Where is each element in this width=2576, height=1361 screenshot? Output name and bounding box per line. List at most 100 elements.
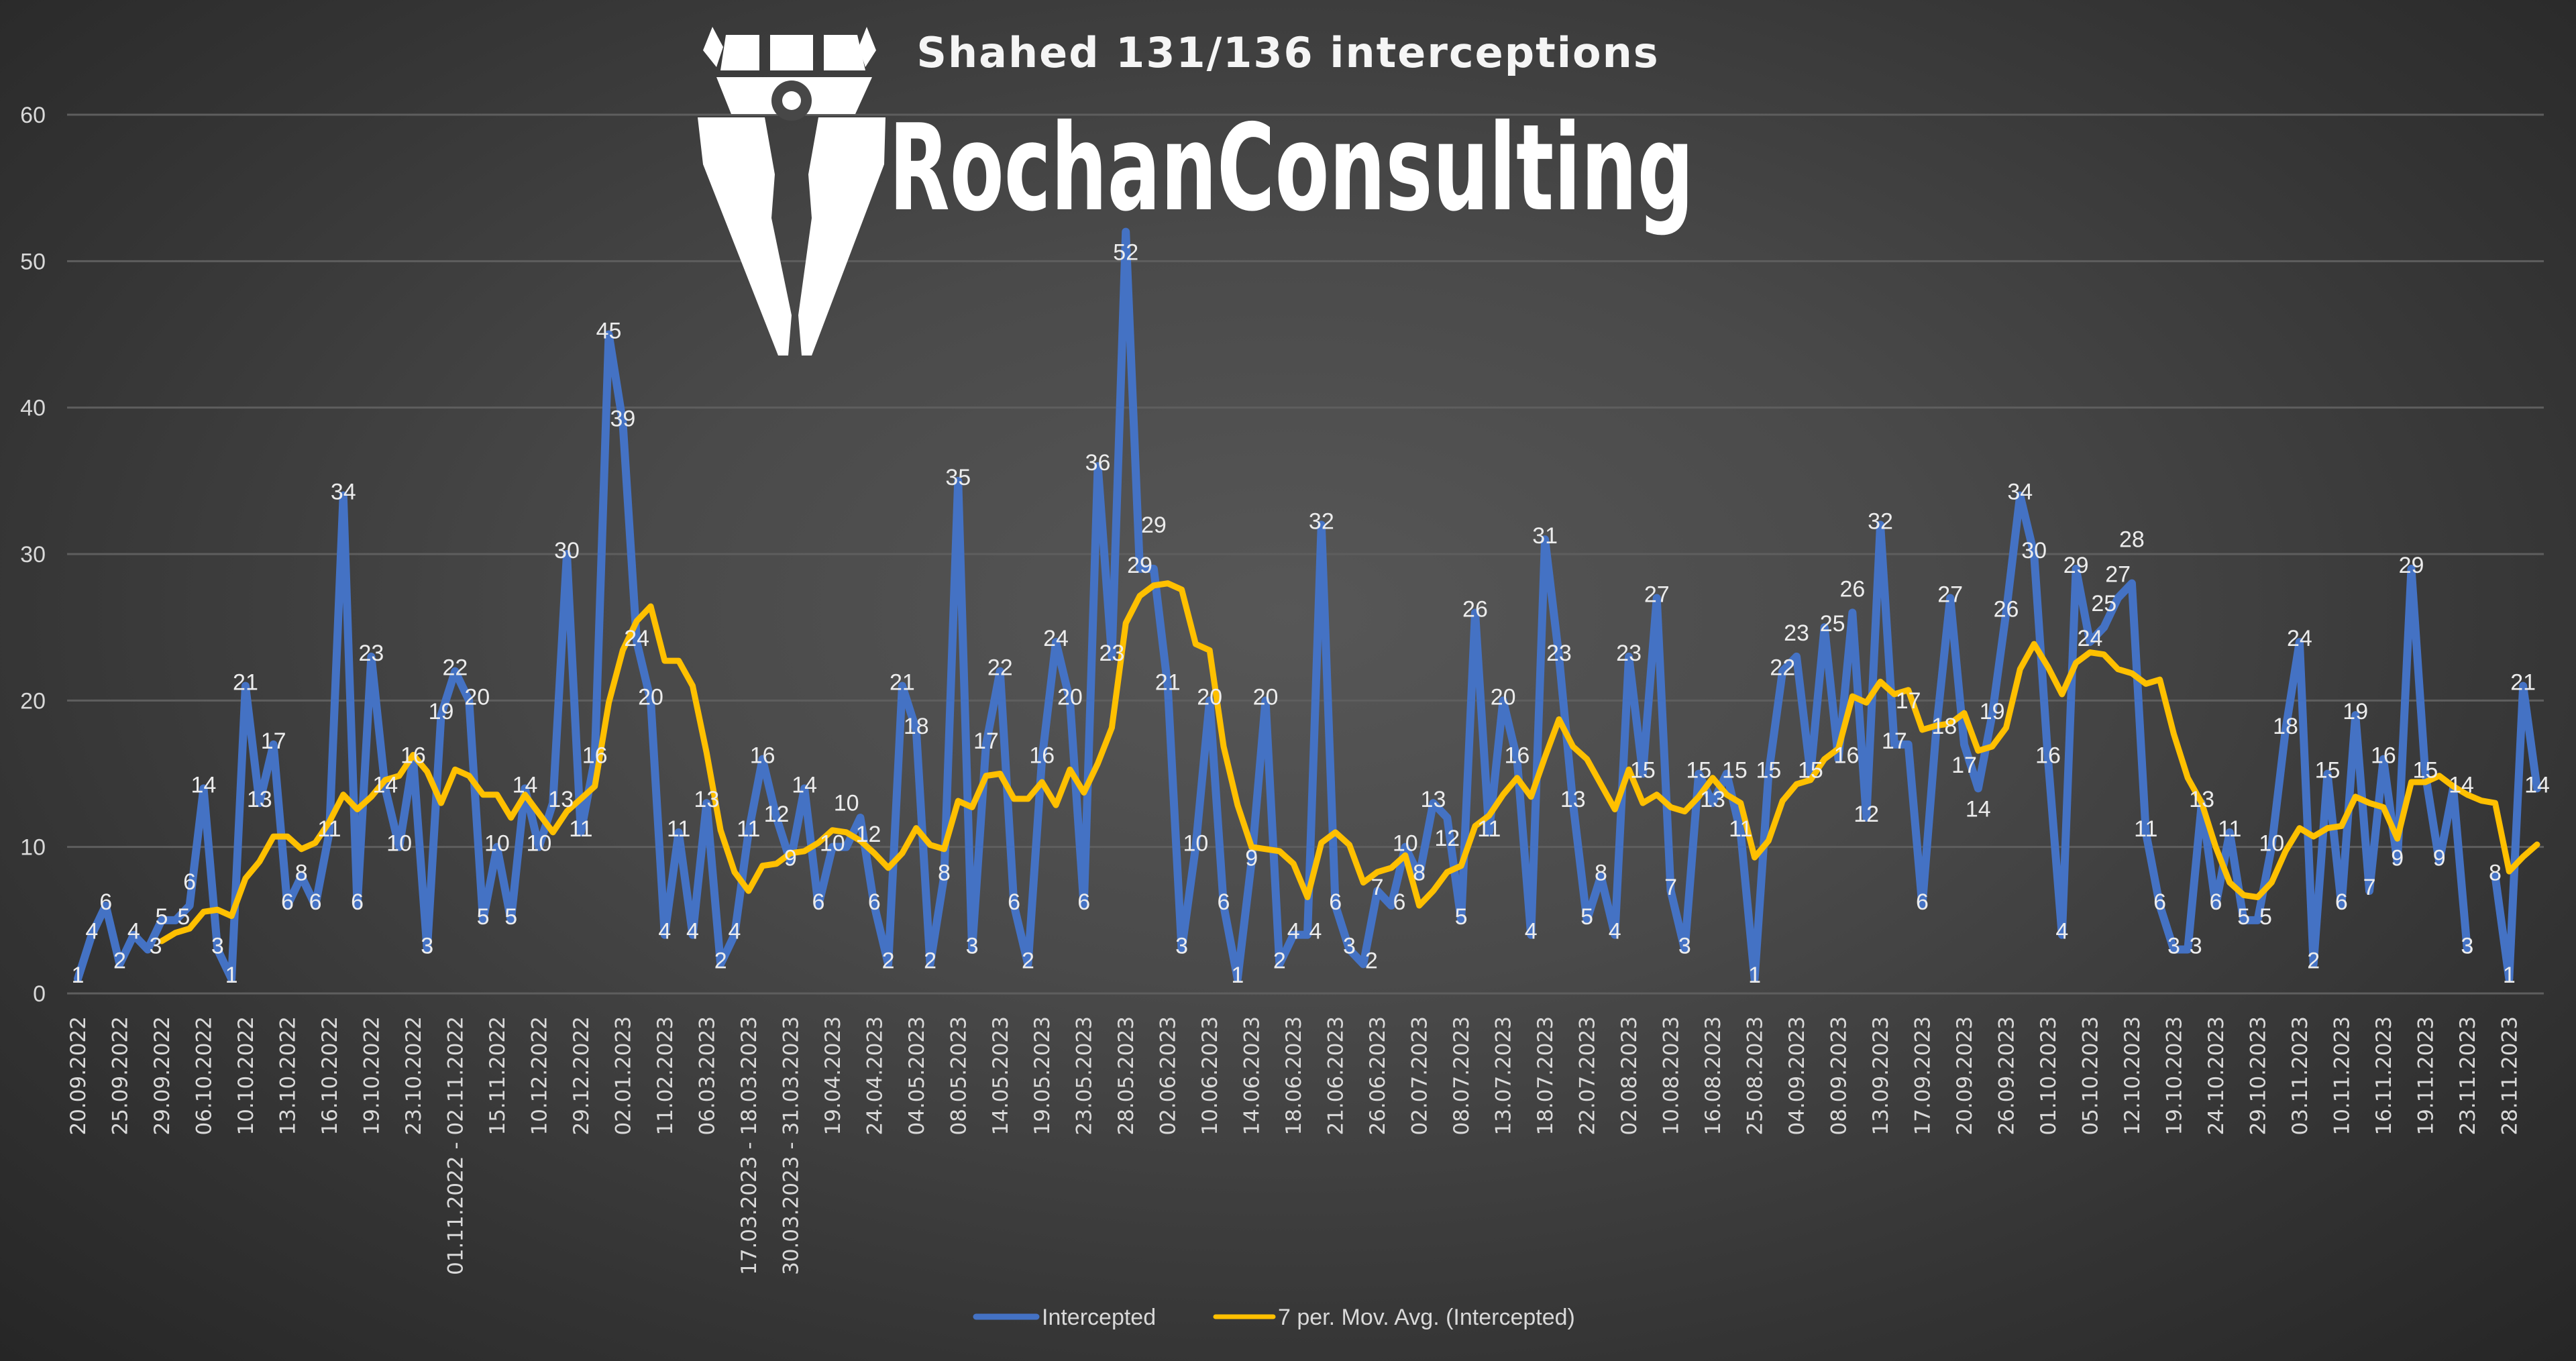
y-axis-ticks: 0 10 20 30 40 50 60 [20,103,46,1007]
x-tick-label: 10.11.2023 [2330,1016,2354,1136]
data-label: 31 [1532,523,1558,549]
data-label: 2 [2307,948,2320,973]
data-label: 20 [638,684,663,710]
data-label: 2 [1273,948,1286,973]
data-label: 4 [2055,919,2068,944]
data-label: 1 [2503,963,2516,988]
x-tick-label: 19.10.2023 [2162,1016,2186,1136]
data-label: 15 [2315,758,2341,783]
data-label: 6 [2335,889,2348,915]
data-label: 8 [295,860,308,885]
data-label: 6 [1077,889,1090,915]
x-tick-label: 18.06.2023 [1282,1016,1306,1136]
x-tick-label: 02.07.2023 [1408,1016,1432,1136]
data-label: 2 [1022,948,1034,973]
data-label: 18 [2273,714,2298,739]
x-tick-label: 06.10.2022 [192,1016,216,1136]
data-label: 16 [2035,743,2061,769]
data-label: 7 [1664,875,1677,900]
data-label: 26 [1994,596,2019,622]
data-label: 36 [1085,450,1111,476]
x-tick-label: 16.10.2022 [318,1016,342,1136]
data-label: 11 [667,816,690,842]
data-label: 15 [1722,758,1748,783]
x-tick-label: 08.09.2023 [1827,1016,1851,1136]
data-label: 15 [1686,758,1711,783]
data-label: 1 [72,963,85,988]
data-label: 35 [945,465,971,490]
data-label: 11 [317,816,341,842]
data-label: 23 [1784,620,1809,646]
data-label: 2 [113,948,126,973]
x-tick-label: 16.08.2023 [1701,1016,1725,1136]
data-label: 10 [834,791,859,816]
data-label: 2 [714,948,727,973]
data-label: 19 [429,699,454,724]
data-label: 14 [1966,796,1991,822]
data-label: 27 [2105,562,2131,588]
data-label: 13 [1421,787,1446,812]
data-label: 23 [1546,641,1572,666]
data-label: 7 [2363,875,2376,900]
data-label: 4 [1309,919,1322,944]
x-tick-label: 29.10.2023 [2246,1016,2270,1136]
x-tick-label: 30.03.2023 - 31.03.2023 [779,1016,803,1275]
data-label: 10 [386,831,412,857]
data-label: 21 [233,670,258,696]
data-label: 3 [1175,934,1188,959]
legend-item-moving-average[interactable]: 7 per. Mov. Avg. (Intercepted) [1213,1305,1575,1330]
x-tick-label: 08.07.2023 [1450,1016,1474,1136]
data-label: 14 [191,772,217,798]
data-label: 12 [1434,826,1460,851]
data-label: 4 [1609,919,1621,944]
data-label: 11 [737,816,760,842]
data-label: 32 [1868,508,1893,534]
x-tick-label: 04.05.2023 [905,1016,929,1136]
data-label: 14 [372,772,398,798]
data-label: 30 [554,538,580,563]
x-tick-label: 23.11.2023 [2456,1016,2480,1136]
legend-label-moving-average: 7 per. Mov. Avg. (Intercepted) [1278,1305,1575,1330]
data-label: 13 [1700,787,1725,812]
data-label: 20 [1253,684,1279,710]
data-label: 10 [1393,831,1418,857]
data-label: 20 [1491,684,1516,710]
x-tick-label: 24.10.2023 [2204,1016,2229,1136]
x-tick-label: 22.07.2023 [1576,1016,1600,1136]
data-label: 10 [820,831,845,857]
data-label: 12 [764,802,790,827]
data-label: 12 [1854,802,1879,827]
data-label: 27 [1644,582,1670,608]
x-tick-label: 19.11.2023 [2414,1016,2438,1136]
data-label: 13 [247,787,272,812]
data-label: 21 [890,670,915,696]
data-label: 13 [2189,787,2214,812]
data-label: 16 [1834,743,1860,769]
series-line-moving-average [158,580,2540,944]
data-label: 4 [127,919,140,944]
x-tick-label: 06.03.2023 [695,1016,719,1136]
data-label: 8 [2489,860,2502,885]
data-label: 9 [1245,846,1258,871]
y-tick-label: 60 [20,103,46,128]
data-label: 14 [2449,772,2474,798]
data-label: 15 [1798,758,1823,783]
chart-title: Shahed 131/136 interceptions [916,28,1659,77]
data-label: 12 [856,822,881,847]
x-tick-label: 12.10.2023 [2121,1016,2145,1136]
x-tick-label: 19.05.2023 [1030,1016,1055,1136]
data-label: 3 [966,934,979,959]
legend-item-intercepted[interactable]: Intercepted [973,1305,1156,1330]
x-tick-label: 20.09.2022 [66,1016,91,1136]
data-label: 5 [2237,904,2250,930]
data-label: 6 [2209,889,2222,915]
data-label: 6 [1393,889,1406,915]
x-axis-ticks: 20.09.2022 25.09.2022 29.09.2022 06.10.2022… [66,1016,2522,1275]
data-label: 10 [484,831,510,857]
data-label: 16 [750,743,775,769]
data-label: 17 [261,728,286,754]
x-tick-label: 28.11.2023 [2498,1016,2522,1136]
data-label: 27 [1937,582,1963,608]
y-tick-label: 20 [20,688,46,714]
x-tick-label: 17.03.2023 - 18.03.2023 [737,1016,761,1275]
